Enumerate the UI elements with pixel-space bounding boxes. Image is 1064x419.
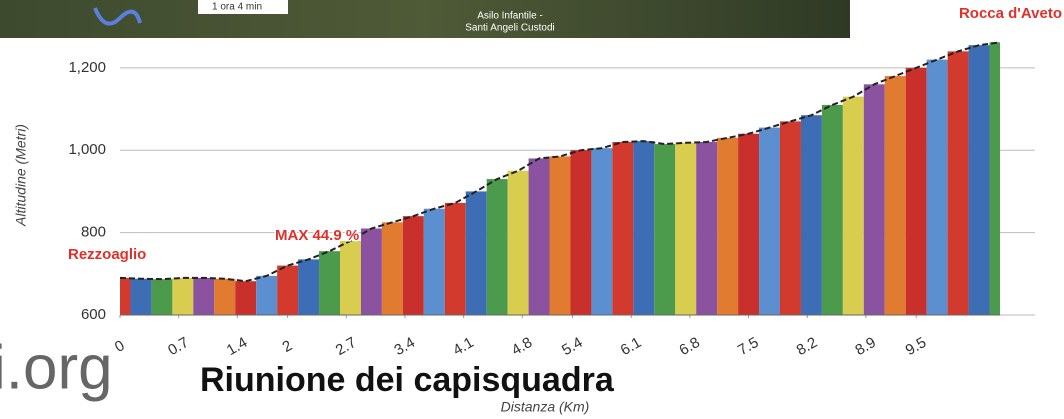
bar <box>990 42 1000 315</box>
x-tick-label: 6.1 <box>618 334 645 359</box>
bar <box>120 278 130 315</box>
x-tick-label: 5.4 <box>559 334 586 359</box>
bar <box>612 142 633 315</box>
x-tick-label: 2.7 <box>333 334 360 359</box>
chart: 1 ora 4 min Asilo Infantile - Santi Ange… <box>0 0 1064 419</box>
x-tick-label: 3.4 <box>391 334 418 359</box>
bar <box>591 148 612 315</box>
map-strip <box>0 0 850 38</box>
bar <box>550 156 571 315</box>
bar <box>256 276 277 315</box>
bar <box>780 121 801 315</box>
x-tick-label: 9.5 <box>903 334 930 359</box>
bar <box>508 171 529 315</box>
bar <box>487 179 508 315</box>
bar <box>822 105 843 315</box>
map-place: Santi Angeli Custodi <box>465 23 555 34</box>
bar <box>277 266 298 315</box>
annotation: Rocca d'Aveto <box>959 5 1062 22</box>
x-tick-label: 4.1 <box>450 334 477 359</box>
bar <box>633 141 654 315</box>
x-tick-label: 8.2 <box>794 334 821 359</box>
bar <box>340 241 361 315</box>
bar <box>843 97 864 315</box>
bar <box>319 251 340 315</box>
bar <box>403 216 424 315</box>
x-tick-label: 0.7 <box>165 334 192 359</box>
annotation: Rezzoaglio <box>68 246 146 263</box>
x-tick-label: 7.5 <box>735 334 762 359</box>
bar <box>969 45 990 315</box>
bar <box>927 60 948 315</box>
annotation: MAX 44.9 % <box>275 227 359 244</box>
bar <box>424 209 445 315</box>
headline: Riunione dei capisquadra <box>200 361 615 399</box>
bar <box>654 144 675 315</box>
x-tick-label: 0 <box>112 337 128 356</box>
bar <box>445 203 466 315</box>
x-tick-label: 4.8 <box>509 334 536 359</box>
x-tick-label: 8.9 <box>852 334 879 359</box>
bar <box>738 134 759 315</box>
bar <box>885 76 906 315</box>
bar <box>214 279 235 315</box>
bar <box>717 138 738 315</box>
bar <box>675 143 696 315</box>
y-tick-label: 600 <box>81 306 106 323</box>
x-tick-label: 2 <box>279 337 295 356</box>
bar <box>466 191 487 315</box>
map-place: Asilo Infantile - <box>477 11 543 22</box>
bar <box>759 128 780 315</box>
bar <box>235 281 256 315</box>
bar <box>193 278 214 315</box>
bar <box>172 278 193 315</box>
bar <box>696 142 717 315</box>
y-tick-label: 800 <box>81 224 106 241</box>
bar <box>361 228 382 315</box>
bar <box>948 51 969 315</box>
bar <box>864 84 885 315</box>
bar <box>382 222 403 315</box>
y-tick-label: 1,200 <box>68 59 106 76</box>
x-axis-title: Distanza (Km) <box>501 399 590 415</box>
bar <box>298 259 319 315</box>
logo: i.org <box>0 333 113 402</box>
bar <box>570 150 591 315</box>
y-axis-title: Altitudine (Metri) <box>13 124 29 227</box>
map-duration: 1 ora 4 min <box>212 2 262 13</box>
bar <box>529 158 550 315</box>
bar <box>801 115 822 315</box>
y-tick-label: 1,000 <box>68 141 106 158</box>
bar <box>151 279 172 315</box>
bar <box>906 68 927 315</box>
x-tick-label: 6.8 <box>676 334 703 359</box>
bar <box>130 279 151 315</box>
x-tick-label: 1.4 <box>224 334 251 359</box>
